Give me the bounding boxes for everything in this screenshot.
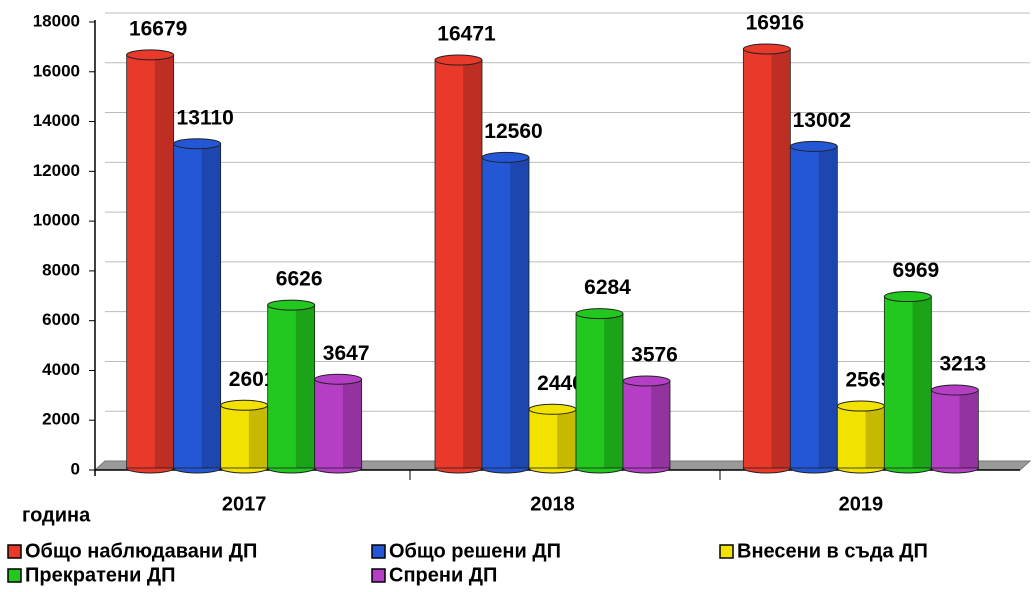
bar [742, 48, 791, 469]
y-tick-label: 14000 [33, 111, 80, 130]
bar-shade [865, 406, 885, 468]
y-tick-label: 12000 [33, 161, 80, 180]
y-tick-label: 10000 [33, 211, 80, 230]
bar-shade [604, 313, 623, 468]
legend-label: Спрени ДП [389, 564, 497, 586]
data-label: 3647 [323, 342, 370, 365]
data-label: 16471 [437, 23, 496, 46]
y-tick-label: 0 [71, 459, 80, 478]
bar-top [173, 138, 222, 150]
bar-shade [510, 157, 529, 468]
y-tick-label: 16000 [33, 61, 80, 80]
data-label: 6969 [892, 259, 939, 282]
bar-top [836, 400, 885, 412]
bar [883, 296, 932, 469]
bar [126, 54, 175, 469]
bar-top [789, 140, 838, 152]
bar [314, 378, 363, 469]
y-tick-label: 4000 [42, 360, 80, 379]
bar [789, 145, 838, 469]
bar-top [930, 384, 979, 396]
bar-top [434, 54, 483, 66]
legend-swatch [7, 568, 22, 583]
bar [528, 408, 577, 469]
bar-top [126, 49, 175, 61]
legend-swatch [371, 544, 386, 559]
legend-swatch [371, 568, 386, 583]
data-label: 13110 [177, 106, 234, 129]
y-tick-label: 8000 [42, 260, 80, 279]
bar-shade [651, 380, 670, 468]
data-label: 16679 [129, 17, 187, 40]
data-label: 2440 [537, 372, 584, 395]
bar-top [622, 375, 671, 387]
x-tick-label: 2018 [530, 493, 575, 515]
bar-top [481, 151, 530, 163]
legend-label: Общо решени ДП [389, 540, 561, 562]
bar-top [220, 399, 269, 411]
y-tick-label: 6000 [42, 310, 80, 329]
bar-shade [342, 379, 362, 468]
data-label: 6284 [584, 276, 631, 299]
data-label: 2601 [229, 368, 276, 391]
x-tick-label: 2019 [839, 493, 884, 515]
y-tick-label: 2000 [42, 410, 80, 429]
bar-top [528, 403, 577, 415]
bar [481, 156, 530, 469]
legend-swatch [7, 544, 22, 559]
legend-label: Общо наблюдавани ДП [25, 540, 257, 562]
bar-top [267, 299, 316, 311]
data-label: 16916 [746, 12, 804, 35]
bar-top [575, 308, 624, 320]
bar [622, 380, 671, 469]
bar-shade [912, 296, 932, 468]
data-label: 3576 [631, 344, 678, 367]
legend-label: Прекратени ДП [25, 564, 176, 586]
bar-shade [248, 405, 268, 468]
y-tick-label: 18000 [33, 11, 80, 30]
bar-top [742, 43, 791, 55]
x-axis-label: година [22, 504, 91, 526]
bar-shade [818, 146, 838, 469]
bar [930, 389, 979, 469]
bar [434, 59, 483, 469]
legend-swatch [719, 544, 734, 559]
bar-shade [295, 305, 315, 468]
data-label: 12560 [484, 120, 542, 143]
legend-label: Внесени в съда ДП [737, 540, 928, 562]
x-tick-label: 2017 [222, 493, 267, 515]
bar [575, 313, 624, 469]
bar-shade [154, 54, 174, 468]
data-label: 3213 [939, 353, 986, 376]
bar-shade [201, 143, 221, 468]
bar-shade [959, 390, 979, 468]
bar-shade [557, 409, 576, 468]
bar-top [883, 291, 932, 303]
bar [173, 143, 222, 469]
bar-shade [771, 48, 791, 469]
bar-top [314, 373, 363, 385]
data-label: 2569 [845, 369, 892, 392]
bar-shade [463, 60, 482, 468]
data-label: 13002 [793, 109, 851, 132]
data-label: 6626 [276, 268, 323, 291]
